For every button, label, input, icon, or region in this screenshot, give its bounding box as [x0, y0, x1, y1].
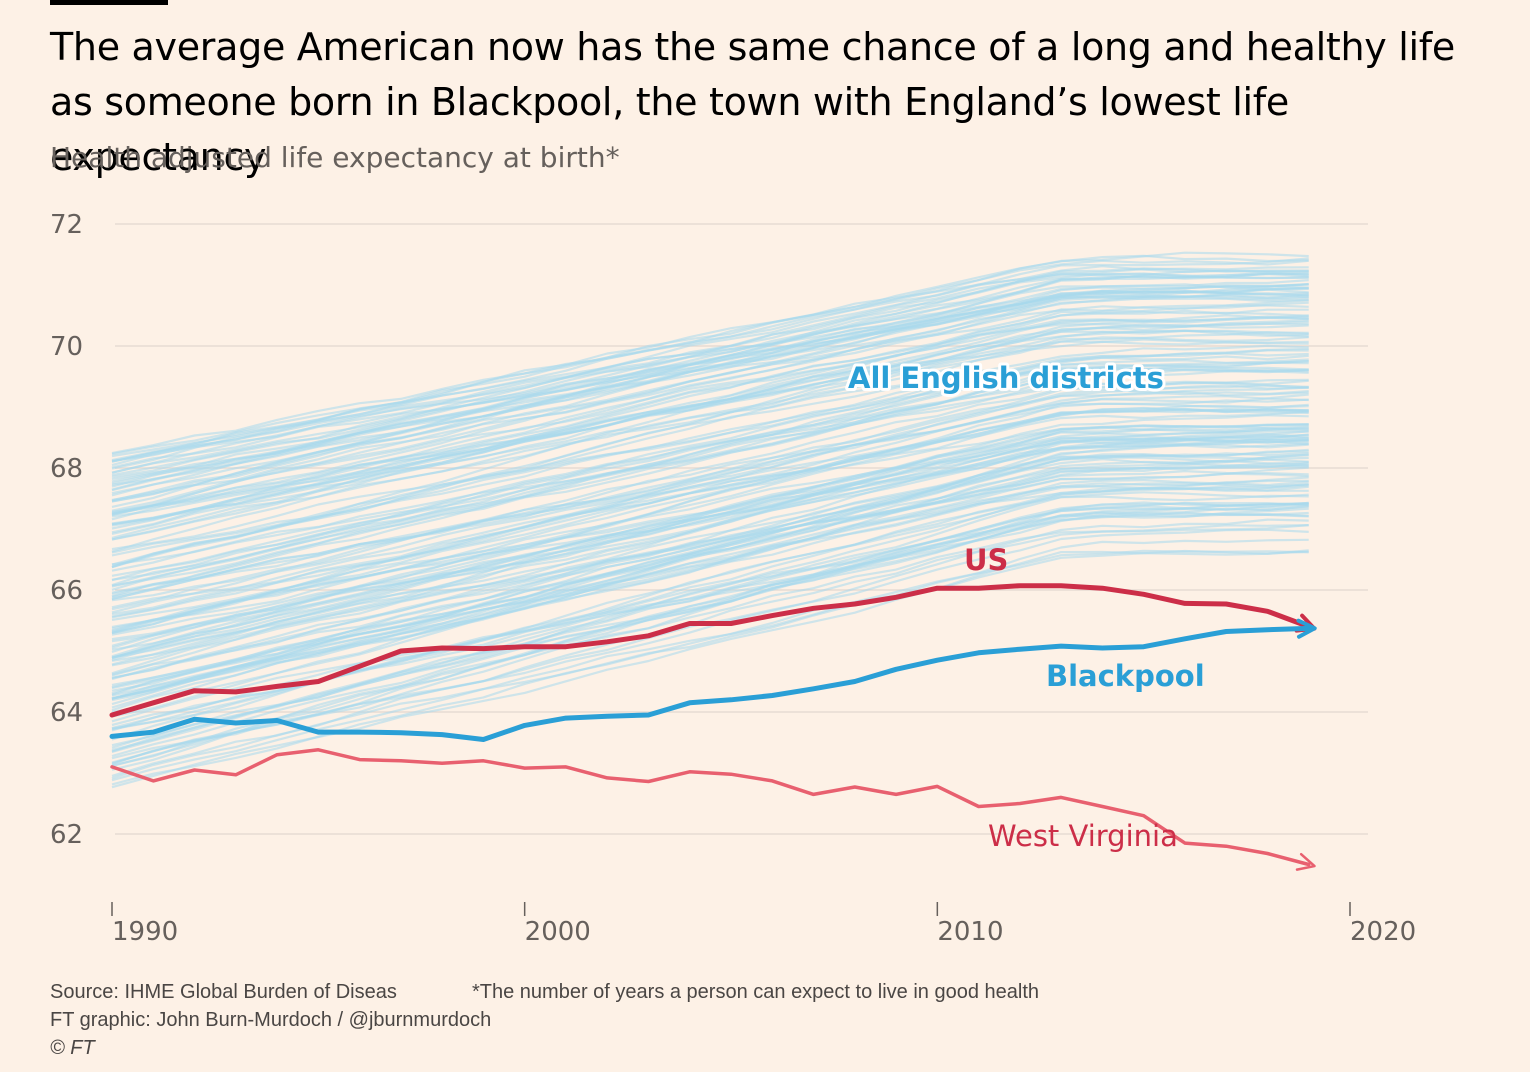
copyright-text: © FT: [50, 1037, 95, 1059]
highlight-series: [109, 583, 1317, 871]
chart-subtitle: Health adjusted life expectancy at birth…: [50, 141, 620, 174]
x-tick-label-2010: 2010: [937, 917, 1003, 947]
district-line: [111, 454, 1309, 700]
district-line: [111, 480, 1309, 700]
x-axis: 1990 2000 2010 2020: [111, 902, 1416, 947]
district-line: [111, 408, 1309, 634]
x-tick-label-2020: 2020: [1350, 917, 1416, 947]
district-line: [111, 344, 1309, 557]
y-tick-label-70: 70: [50, 332, 83, 362]
district-line: [111, 384, 1309, 595]
y-tick-label-64: 64: [50, 698, 83, 728]
west_virginia-line: [110, 748, 1311, 867]
chart-title: The average American now has the same ch…: [50, 25, 1455, 179]
label-all-english-districts: All English districts: [848, 361, 1164, 395]
district-line: [111, 386, 1309, 600]
us-line: [109, 583, 1312, 718]
district-line: [111, 367, 1309, 591]
ft-top-rule: [50, 0, 168, 5]
district-line: [111, 435, 1309, 632]
district-line: [111, 458, 1309, 662]
district-line: [111, 494, 1309, 753]
district-line: [111, 518, 1309, 780]
district-line: [111, 378, 1309, 634]
district-line: [111, 284, 1309, 485]
district-lines: [111, 251, 1309, 789]
district-line: [111, 407, 1309, 621]
y-tick-label-62: 62: [50, 820, 83, 850]
label-all-english-districts-halo: All English districts: [848, 361, 1164, 395]
west_virginia-arrowhead: [1295, 852, 1316, 871]
chart-footer: Source: IHME Global Burden of Diseas *Th…: [50, 978, 1039, 1062]
blackpool-line: [109, 625, 1312, 742]
district-line: [111, 295, 1309, 513]
district-line: [111, 433, 1309, 641]
district-line: [111, 538, 1309, 786]
x-tick-label-1990: 1990: [112, 917, 178, 947]
footnote-text: *The number of years a person can expect…: [472, 981, 1040, 1003]
district-line: [111, 266, 1309, 463]
credit-text: FT graphic: John Burn-Murdoch / @jburnmu…: [50, 1009, 492, 1031]
district-line: [111, 476, 1309, 700]
district-line: [111, 381, 1309, 587]
district-line: [111, 466, 1309, 706]
district-line: [111, 354, 1309, 566]
district-line: [111, 283, 1309, 462]
y-tick-label-68: 68: [50, 454, 83, 484]
y-axis: 62 64 66 68 70 72: [50, 210, 83, 850]
y-tick-label-72: 72: [50, 210, 83, 240]
label-us: US: [964, 543, 1008, 577]
district-line: [111, 502, 1309, 767]
district-line: [111, 329, 1309, 518]
x-tick-label-2000: 2000: [525, 917, 591, 947]
district-line: [111, 454, 1309, 681]
district-line: [111, 292, 1309, 526]
district-line: [111, 443, 1309, 659]
label-blackpool: Blackpool: [1046, 659, 1205, 693]
label-west-virginia: West Virginia: [988, 819, 1178, 853]
district-line: [111, 308, 1309, 525]
district-line: [111, 259, 1309, 456]
district-line: [111, 283, 1309, 503]
district-line: [111, 505, 1309, 723]
y-tick-label-66: 66: [50, 576, 83, 606]
district-line: [111, 272, 1309, 502]
district-line: [111, 511, 1309, 758]
district-line: [111, 331, 1309, 539]
district-line: [111, 349, 1309, 526]
blackpool-arrowhead: [1296, 618, 1317, 639]
district-line: [111, 358, 1309, 587]
source-text: Source: IHME Global Burden of Diseas: [50, 981, 397, 1003]
